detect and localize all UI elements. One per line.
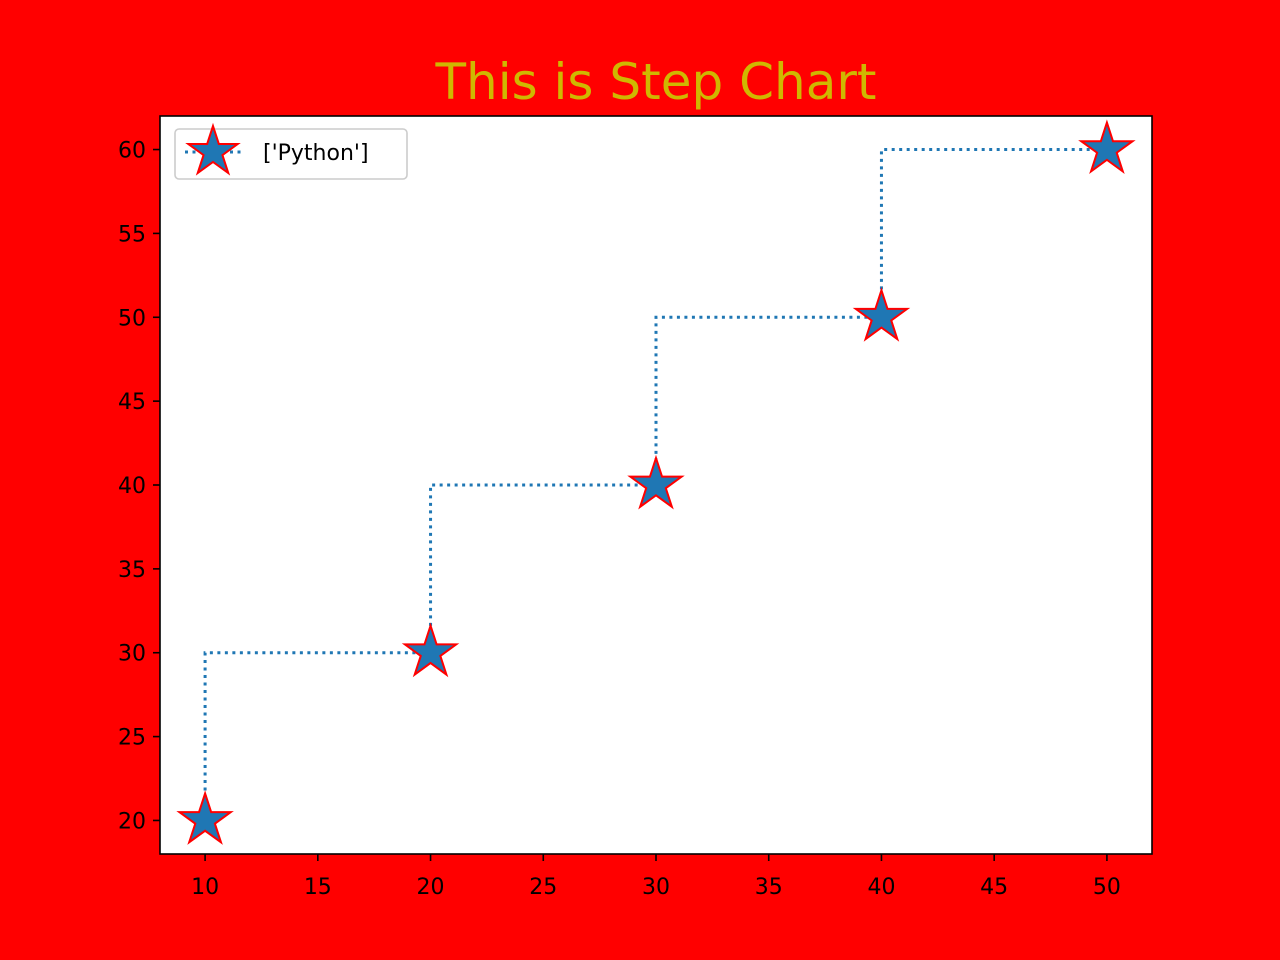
x-tick-label: 20 (417, 875, 445, 900)
data-point-star (627, 454, 685, 510)
y-tick-label: 25 (118, 726, 146, 751)
x-tick-label: 15 (304, 875, 332, 900)
x-tick-label: 10 (191, 875, 219, 900)
y-axis: 20 25 30 35 40 45 50 55 60 (118, 139, 160, 834)
data-point-star (852, 287, 911, 342)
x-tick-label: 45 (980, 875, 1008, 900)
y-tick-label: 40 (118, 474, 146, 499)
y-tick-label: 45 (118, 390, 146, 415)
y-tick-label: 60 (118, 139, 146, 164)
x-axis: 10 15 20 25 30 35 40 45 50 (191, 854, 1121, 900)
data-point-star (1078, 119, 1136, 175)
data-point-star (401, 622, 460, 678)
x-tick-label: 40 (867, 875, 895, 900)
x-tick-label: 30 (642, 875, 670, 900)
y-tick-label: 55 (118, 222, 146, 247)
data-point-star (176, 790, 234, 845)
legend: ['Python'] (174, 122, 408, 180)
x-tick-label: 25 (529, 875, 557, 900)
x-tick-label: 50 (1093, 875, 1121, 900)
chart-title: This is Step Chart (434, 53, 876, 111)
legend-box (174, 128, 408, 180)
y-tick-label: 20 (118, 809, 146, 834)
legend-label: ['Python'] (263, 141, 369, 166)
y-tick-label: 30 (118, 642, 146, 667)
x-tick-label: 35 (755, 875, 783, 900)
y-tick-label: 35 (118, 558, 146, 583)
y-tick-label: 50 (118, 306, 146, 331)
series-layer (176, 119, 1136, 845)
legend-star-marker (185, 122, 241, 176)
series-step-line (203, 148, 1107, 821)
